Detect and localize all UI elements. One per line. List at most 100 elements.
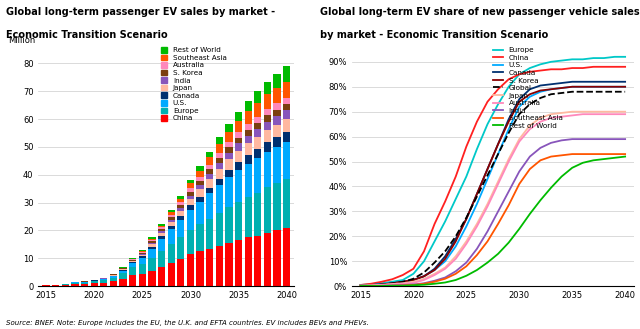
Bar [148,237,156,239]
Bar [129,267,136,275]
Bar [254,149,261,158]
Bar [110,275,117,276]
Bar [158,231,165,233]
Bar [225,170,232,177]
Bar [148,241,156,243]
Bar [206,193,213,218]
Bar [206,218,213,249]
Bar [264,94,271,109]
Bar [283,132,291,142]
Bar [139,251,146,252]
Bar [168,243,175,263]
Bar [254,129,261,137]
Bar [244,238,252,286]
Bar [273,137,281,147]
Bar [273,103,281,110]
Bar [177,237,184,259]
Bar [216,213,223,246]
Bar [139,264,146,274]
Bar [187,180,194,183]
Bar [273,110,281,116]
Bar [216,169,223,179]
Bar [264,82,271,94]
Bar [254,103,261,117]
Bar [120,279,127,286]
Bar [206,249,213,286]
Bar [254,137,261,149]
Bar [168,215,175,217]
Bar [283,104,291,111]
Bar [235,121,242,132]
Bar [158,236,165,239]
Bar [42,285,50,286]
Bar [235,170,242,202]
Bar [206,157,213,164]
Bar [168,229,175,243]
Bar [120,268,127,269]
Bar [264,142,271,152]
Bar [91,282,98,283]
Bar [168,226,175,229]
Bar [283,179,291,228]
Bar [120,273,127,279]
Bar [283,82,291,98]
Bar [177,196,184,199]
Bar [264,115,271,121]
Bar [110,281,117,286]
Bar [206,152,213,157]
Bar [244,164,252,197]
Bar [254,236,261,286]
Bar [148,271,156,286]
Text: Million: Million [8,36,35,45]
Bar [264,233,271,286]
Bar [120,270,127,271]
Bar [235,143,242,150]
Bar [139,253,146,254]
Bar [244,124,252,130]
Bar [139,250,146,251]
Text: Economic Transition Scenario: Economic Transition Scenario [6,30,168,39]
Bar [148,243,156,244]
Bar [168,217,175,220]
Bar [139,255,146,256]
Bar [81,284,88,286]
Bar [216,138,223,144]
Bar [187,210,194,230]
Bar [61,285,69,286]
Bar [177,216,184,220]
Bar [81,282,88,283]
Bar [148,258,156,271]
Bar [273,74,281,88]
Bar [216,185,223,213]
Bar [100,283,108,286]
Bar [196,166,204,171]
Bar [254,91,261,103]
Bar [177,199,184,202]
Bar [120,271,127,273]
Bar [264,130,271,142]
Bar [283,111,291,119]
Bar [216,153,223,158]
Bar [139,254,146,255]
Bar [139,258,146,264]
Bar [168,263,175,286]
Bar [187,199,194,205]
Bar [235,150,242,162]
Bar [216,163,223,169]
Bar [273,147,281,183]
Bar [254,123,261,129]
Bar [177,259,184,286]
Bar [177,220,184,237]
Bar [168,222,175,226]
Bar [61,284,69,285]
Bar [196,185,204,189]
Bar [139,256,146,258]
Bar [129,264,136,267]
Bar [91,283,98,286]
Bar [129,263,136,264]
Bar [196,177,204,181]
Bar [244,155,252,164]
Bar [72,283,79,284]
Bar [196,224,204,251]
Bar [81,283,88,284]
